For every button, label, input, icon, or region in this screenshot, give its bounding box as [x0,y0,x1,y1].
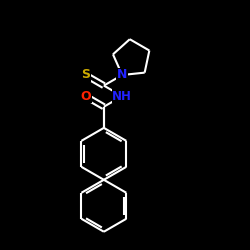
Text: S: S [81,68,90,82]
Text: N: N [117,68,127,82]
Text: NH: NH [112,90,132,103]
Text: O: O [80,90,91,103]
